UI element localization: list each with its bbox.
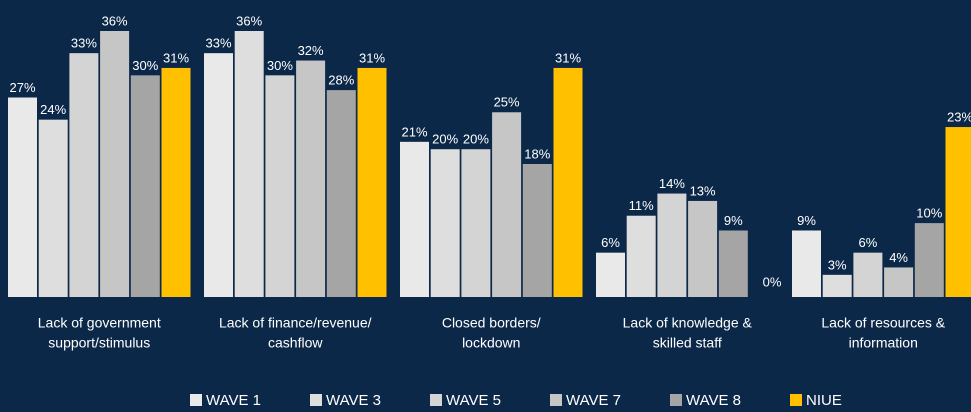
bar <box>626 215 656 297</box>
bar <box>718 230 748 297</box>
legend-swatch <box>550 394 562 406</box>
value-label: 31% <box>359 50 385 65</box>
bar <box>326 90 356 297</box>
bar <box>853 252 883 297</box>
legend-swatch <box>310 394 322 406</box>
category-label: Closed borders/ <box>442 315 541 331</box>
legend-swatch <box>190 394 202 406</box>
value-label: 4% <box>889 250 908 265</box>
value-label: 36% <box>102 13 128 28</box>
bar <box>296 60 326 297</box>
value-label: 33% <box>71 36 97 51</box>
category-label: Lack of government <box>38 315 161 331</box>
value-label: 21% <box>401 124 427 139</box>
value-label: 9% <box>724 213 743 228</box>
value-label: 14% <box>659 176 685 191</box>
category-label: lockdown <box>462 335 520 351</box>
legend-label: WAVE 1 <box>206 392 261 409</box>
legend-swatch <box>670 394 682 406</box>
value-label: 31% <box>555 50 581 65</box>
bar <box>400 141 429 297</box>
bar <box>822 274 852 297</box>
category-label: Lack of knowledge & <box>623 315 753 331</box>
legend-label: WAVE 3 <box>326 392 381 409</box>
value-label: 6% <box>601 235 620 250</box>
bar <box>161 67 191 297</box>
legend-swatch <box>790 394 802 406</box>
bar <box>38 119 68 298</box>
bar <box>553 67 583 297</box>
value-label: 32% <box>298 43 324 58</box>
value-label: 31% <box>163 50 189 65</box>
bar <box>234 31 264 297</box>
value-label: 30% <box>267 58 293 73</box>
bar <box>265 75 295 297</box>
value-label: 30% <box>132 58 158 73</box>
bar <box>657 193 687 297</box>
value-label: 33% <box>205 36 231 51</box>
value-label: 11% <box>629 198 654 213</box>
category-label: support/stimulus <box>48 335 150 351</box>
bar <box>492 112 522 298</box>
legend-label: NIUE <box>806 392 842 409</box>
category-label: Lack of resources & <box>821 315 945 331</box>
value-label: 23% <box>947 109 971 124</box>
bar <box>914 223 944 297</box>
value-label: 13% <box>690 183 716 198</box>
category-label: cashflow <box>268 335 323 351</box>
bar <box>945 127 971 297</box>
value-label: 20% <box>463 132 489 147</box>
value-label: 27% <box>9 80 35 95</box>
bar <box>596 252 625 297</box>
category-label: information <box>849 335 918 351</box>
legend-label: WAVE 5 <box>446 392 501 409</box>
bar <box>204 53 233 297</box>
value-label: 20% <box>432 132 458 147</box>
bar <box>522 164 552 297</box>
legend-label: WAVE 7 <box>566 392 621 409</box>
value-label: 36% <box>236 13 262 28</box>
category-label: Lack of finance/revenue/ <box>219 315 372 331</box>
value-label: 0% <box>763 274 782 289</box>
bar <box>792 230 821 297</box>
legend-swatch <box>430 394 442 406</box>
value-label: 6% <box>859 235 878 250</box>
bar <box>357 67 387 297</box>
value-label: 18% <box>524 146 550 161</box>
legend-label: WAVE 8 <box>686 392 741 409</box>
bar <box>884 267 914 297</box>
value-label: 9% <box>797 213 816 228</box>
bar <box>69 53 99 297</box>
value-label: 10% <box>916 206 942 221</box>
value-label: 25% <box>494 95 520 110</box>
bar <box>100 31 130 297</box>
value-label: 28% <box>328 73 354 88</box>
value-label: 24% <box>40 102 66 117</box>
category-label: skilled staff <box>653 335 722 351</box>
bar <box>461 149 491 297</box>
value-label: 3% <box>828 257 847 272</box>
bar <box>8 97 37 297</box>
bar <box>430 149 460 297</box>
bar <box>688 200 718 297</box>
bar <box>130 75 160 297</box>
